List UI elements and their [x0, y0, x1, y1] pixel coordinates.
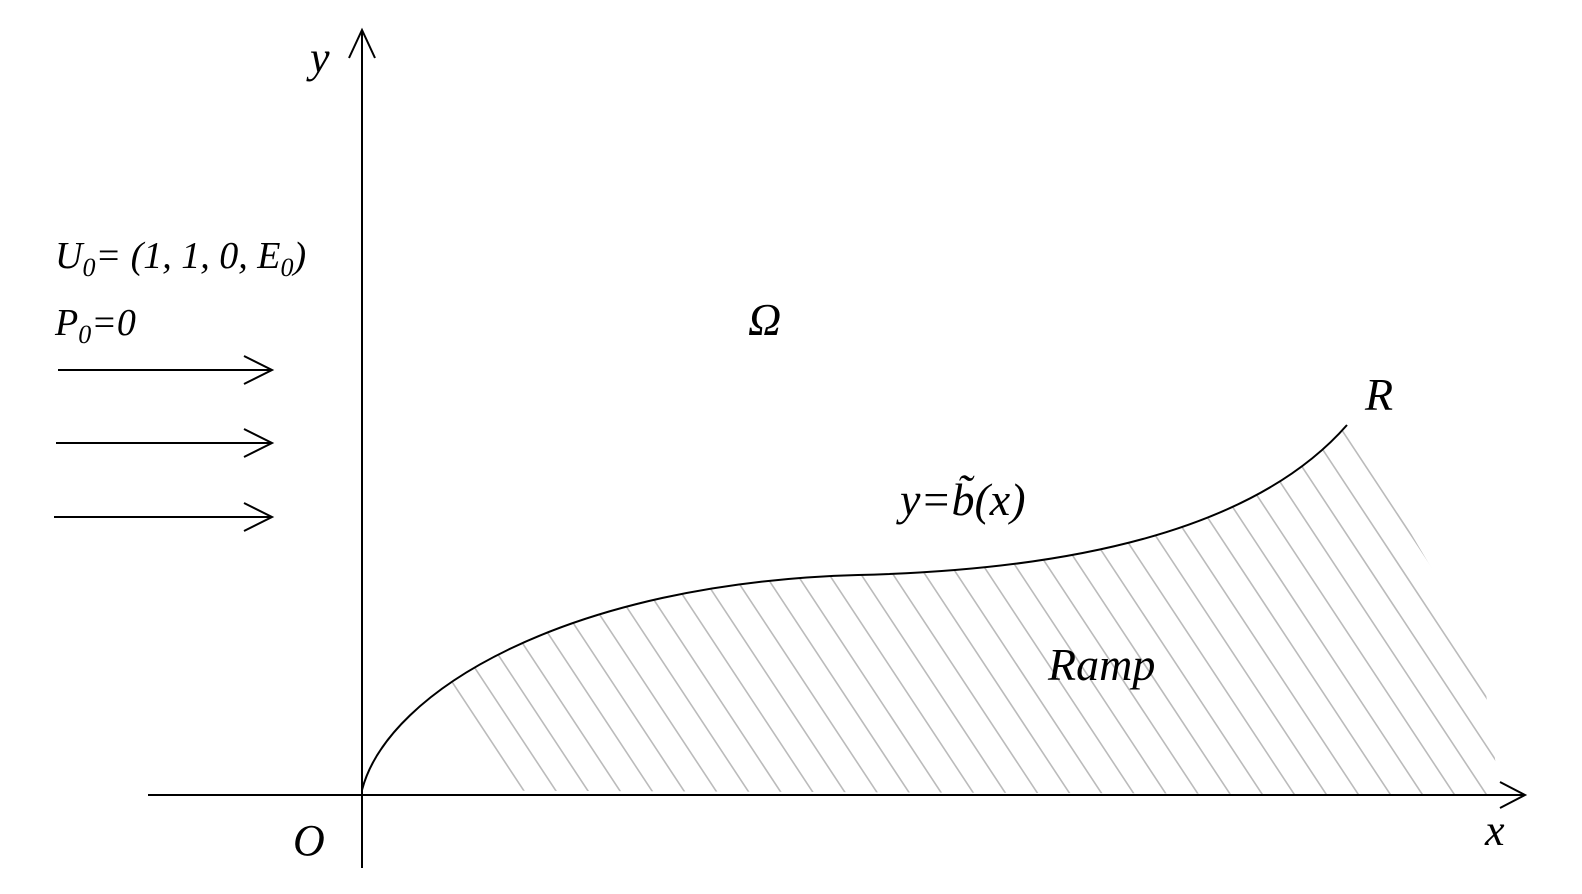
ramp-boundary [361, 424, 1348, 791]
hatch-line [362, 425, 627, 795]
hatch-line [1447, 425, 1500, 795]
p-name: P [54, 302, 78, 344]
hatch-line [679, 425, 1011, 795]
hatch-line [1479, 425, 1500, 795]
y-arrowhead [348, 27, 376, 59]
hatch-line [711, 425, 1043, 795]
ramp-label: Ramp [1047, 639, 1155, 690]
hatch-line [1383, 425, 1500, 795]
domain-label: Ω [748, 294, 781, 345]
hatch-line [1576, 300, 1582, 800]
hatch-line [1319, 425, 1500, 795]
hatch-line [362, 425, 563, 795]
hatch-line [362, 425, 691, 795]
hatch-line [551, 425, 883, 795]
hatch-line [647, 425, 979, 795]
hatch-line [1512, 300, 1582, 800]
end-label: R [1364, 369, 1393, 420]
hatch-line [455, 425, 787, 795]
hatch-line [839, 425, 1171, 795]
inflow-pressure: P0=0 [54, 302, 136, 349]
hatch-line [423, 425, 755, 795]
e-sub: 0 [280, 253, 293, 282]
hatch-line [391, 425, 723, 795]
inflow-arrows [54, 355, 275, 532]
u-rest: = (1, 1, 0, E [95, 235, 280, 277]
origin-label: O [293, 816, 325, 865]
hatch-line [615, 425, 947, 795]
hatch-line [362, 425, 595, 795]
u-close: ) [291, 235, 306, 277]
hatch-line [967, 425, 1299, 795]
p-rest: =0 [91, 302, 136, 344]
hatch-line [1127, 425, 1459, 795]
hatch-line [1255, 425, 1500, 795]
y-axis-label: y [306, 33, 330, 82]
hatch-line [1095, 425, 1427, 795]
hatch-line [1287, 425, 1500, 795]
hatch-line [519, 425, 851, 795]
hatch-line [775, 425, 1107, 795]
hatch-line [999, 425, 1331, 795]
hatch-line [1544, 300, 1582, 800]
hatch-line [583, 425, 915, 795]
x-axis-label: x [1484, 806, 1505, 855]
p-sub: 0 [78, 320, 91, 349]
hatch-line [1031, 425, 1363, 795]
hatch-line [871, 425, 1203, 795]
hatch-line [1063, 425, 1395, 795]
hatch-line [1191, 425, 1500, 795]
x-arrowhead [1499, 781, 1528, 809]
hatch-line [1159, 425, 1491, 795]
hatch-line [362, 425, 659, 795]
inflow-state: U0= (1, 1, 0, E0) [55, 235, 306, 282]
hatch-line [362, 425, 531, 795]
hatch-line [807, 425, 1139, 795]
boundary-equation: y=b̃(x) [896, 474, 1026, 525]
u-name: U [55, 235, 85, 277]
hatch-line [903, 425, 1235, 795]
hatch-line [743, 425, 1075, 795]
u-sub: 0 [82, 253, 95, 282]
hatch-line [487, 425, 819, 795]
